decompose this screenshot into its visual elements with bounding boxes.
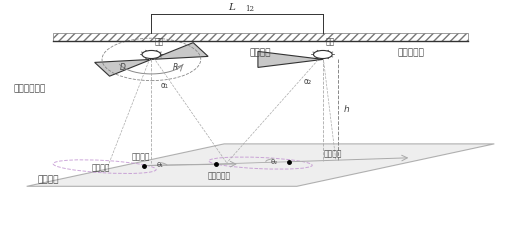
Text: R: R	[154, 51, 159, 60]
Polygon shape	[258, 52, 323, 68]
Text: 光源: 光源	[155, 37, 164, 46]
Text: 12: 12	[245, 5, 255, 13]
Polygon shape	[152, 43, 208, 60]
Text: 某水平面: 某水平面	[37, 174, 58, 183]
Bar	[53, 34, 468, 42]
Text: θ₁: θ₁	[157, 162, 164, 168]
Circle shape	[314, 51, 332, 59]
Text: R: R	[172, 63, 178, 72]
Text: 垄形叶片: 垄形叶片	[250, 49, 271, 58]
Text: D: D	[120, 63, 126, 72]
Text: 参考方向: 参考方向	[132, 152, 150, 161]
Text: 特定位目标: 特定位目标	[207, 171, 230, 180]
Text: h: h	[343, 104, 349, 113]
Text: θ₂: θ₂	[271, 158, 278, 164]
Polygon shape	[95, 60, 152, 77]
Text: α₂: α₂	[303, 76, 312, 85]
Text: 旋转遥光扇叶: 旋转遥光扇叶	[14, 84, 46, 93]
Circle shape	[142, 51, 161, 59]
Text: 参考方向: 参考方向	[324, 149, 342, 158]
Text: 三角形叶片: 三角形叶片	[398, 49, 425, 58]
Text: 投影轴心: 投影轴心	[91, 162, 110, 171]
Text: L: L	[229, 3, 235, 12]
Polygon shape	[27, 144, 494, 187]
Text: α₁: α₁	[160, 81, 168, 90]
Text: 光源: 光源	[326, 37, 336, 46]
